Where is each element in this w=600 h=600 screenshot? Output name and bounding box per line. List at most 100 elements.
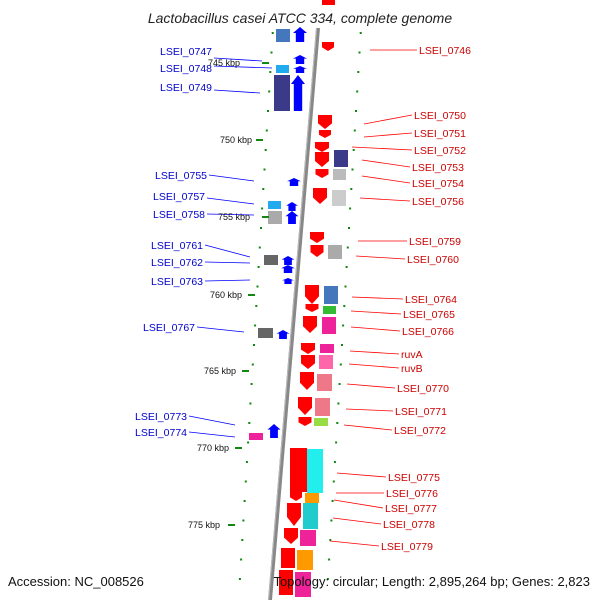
gene-feature-box (307, 449, 323, 493)
gene-arrow-forward (310, 232, 324, 243)
gene-feature-box (274, 75, 290, 111)
gene-arrow-reverse (281, 265, 295, 273)
gene-feature-box (268, 201, 281, 209)
leader-line (329, 540, 380, 547)
gene-feature-box (322, 317, 336, 334)
inner-tick-mark (349, 207, 352, 210)
gene-arrow-forward (315, 152, 329, 167)
gene-feature-box (328, 245, 342, 259)
leader-line (350, 326, 401, 332)
leader-line (363, 132, 413, 138)
gene-feature-box (300, 530, 316, 546)
inner-tick-mark (330, 519, 333, 522)
gene-label: LSEI_0764 (405, 294, 457, 306)
kbp-label: 750 kbp (220, 135, 252, 145)
gene-arrow-reverse (282, 278, 294, 284)
outer-tick-mark (265, 129, 268, 132)
gene-arrow-forward (305, 285, 319, 304)
outer-tick-mark (251, 363, 254, 366)
gene-label: LSEI_0753 (412, 162, 464, 174)
leader-line (206, 213, 255, 216)
outer-tick-mark (264, 149, 267, 151)
gene-features (249, 0, 348, 597)
inner-tick-mark (345, 266, 348, 268)
gene-label: LSEI_0776 (386, 488, 438, 500)
inner-tick-mark (346, 246, 349, 249)
kbp-label: 765 kbp (204, 366, 236, 376)
inner-tick-mark (329, 539, 332, 541)
kbp-tick (228, 524, 235, 526)
genome-backbone-highlight (268, 27, 318, 600)
inner-tick-mark (358, 51, 361, 54)
leader-line (213, 57, 263, 62)
gene-label: LSEI_0767 (143, 322, 195, 334)
gene-label: LSEI_0750 (414, 110, 466, 122)
outer-tick-mark (270, 51, 273, 54)
gene-arrow-forward (298, 397, 312, 415)
inner-tick-mark (352, 149, 355, 151)
gene-feature-box (276, 65, 289, 73)
inner-tick-mark (348, 227, 350, 229)
gene-arrow-forward (298, 417, 312, 426)
leader-line (345, 408, 394, 412)
outer-tick-mark (267, 110, 269, 112)
kbp-label: 755 kbp (218, 212, 250, 222)
leader-line (213, 89, 261, 94)
gene-arrow-forward (318, 115, 332, 129)
leader-line (208, 174, 255, 182)
gene-feature-box (305, 493, 319, 503)
gene-feature-box (322, 0, 335, 5)
outer-tick-mark (241, 539, 244, 541)
outer-tick-mark (248, 422, 251, 424)
gene-feature-box (315, 398, 330, 416)
outer-tick-mark (257, 266, 260, 268)
leader-line (359, 197, 411, 202)
gene-arrow-reverse (287, 178, 301, 186)
gene-label: LSEI_0746 (419, 45, 471, 57)
gene-feature-box (290, 448, 307, 492)
outer-tick-mark (260, 227, 262, 229)
kbp-tick (235, 447, 242, 449)
gene-arrow-forward (305, 304, 319, 312)
gene-feature-box (323, 306, 336, 314)
leader-line (204, 244, 251, 258)
outer-tick-mark (242, 519, 245, 522)
gene-feature-box (268, 211, 282, 224)
leader-line (332, 517, 382, 525)
map-title: Lactobacillus casei ATCC 334, complete g… (148, 10, 452, 26)
gene-arrow-forward (300, 372, 314, 390)
gene-label: LSEI_0779 (381, 541, 433, 553)
gene-arrow-forward (315, 169, 329, 178)
gene-arrow-reverse (267, 424, 281, 438)
leader-line (346, 383, 396, 389)
gene-label: LSEI_0765 (403, 309, 455, 321)
topology-text: Topology: circular; Length: 2,895,264 bp… (273, 574, 590, 589)
outer-tick-mark (268, 90, 271, 93)
gene-arrow-forward (290, 492, 302, 501)
leader-line (206, 197, 255, 205)
gene-feature-box (295, 572, 311, 597)
leader-line (363, 114, 413, 125)
outer-tick-mark (244, 480, 247, 483)
inner-tick-mark (357, 71, 360, 73)
gene-label: LSEI_0759 (409, 236, 461, 248)
inner-tick-mark (337, 402, 340, 405)
gene-arrow-forward (322, 42, 334, 51)
gene-arrow-forward (287, 503, 301, 526)
outer-tick-mark (240, 558, 243, 561)
outer-tick-mark (255, 305, 258, 307)
kbp-tick (242, 370, 249, 372)
gene-label: LSEI_0749 (160, 82, 212, 94)
gene-label: LSEI_0771 (395, 406, 447, 418)
kbp-scale-labels: 745 kbp 750 kbp 755 kbp 760 kbp 765 kbp 770 k… (188, 58, 269, 530)
gene-label: LSEI_0756 (412, 196, 464, 208)
gene-feature-box (276, 29, 290, 42)
inner-tick-mark (328, 558, 331, 561)
gene-feature-box (319, 355, 333, 369)
gene-arrow-forward (315, 142, 329, 152)
gene-label: LSEI_0763 (151, 276, 203, 288)
gene-labels: LSEI_0747 LSEI_0748 LSEI_0749 LSEI_0755 LSEI… (135, 45, 471, 553)
label-leader-lines (188, 49, 417, 547)
outer-tick-mark (245, 461, 248, 463)
gene-feature-box (324, 286, 338, 304)
